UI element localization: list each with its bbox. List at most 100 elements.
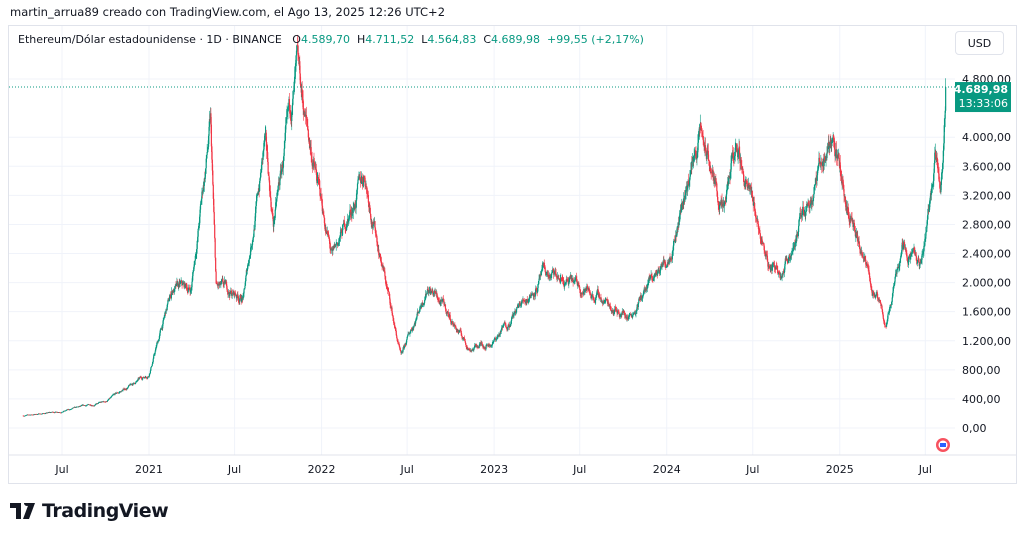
candle-body [528,294,531,299]
candle-body [774,269,777,270]
candle-body [192,270,195,273]
candle-body [268,180,271,191]
candle-body [579,286,581,290]
candle-body [845,206,847,211]
candle-body [533,293,535,296]
candle-body [318,179,320,181]
candle-body [707,150,709,160]
candle-body [107,399,109,401]
candle-body [887,314,889,319]
candle-body [158,339,160,341]
candle-body [923,245,925,252]
candle-body [779,273,781,276]
y-tick-label: 1.200,00 [962,335,1011,348]
candle-body [708,159,710,161]
candle-body [215,257,217,272]
candle-body [485,346,487,349]
candle-body [597,289,599,293]
candle-body [207,135,210,147]
candle-body [882,312,884,315]
candle-body [940,177,943,185]
candle-body [416,317,418,320]
candle-body [94,404,96,406]
candle-body [896,270,898,274]
candle-body [478,346,480,348]
candle-body [454,325,456,327]
candle-body [828,144,830,148]
candle-body [793,245,795,248]
close-value: 4.689,98 [491,33,541,46]
candle-body [512,315,515,317]
symbol-name[interactable]: Ethereum/Dólar estadounidense · 1D · BIN… [18,33,282,46]
candle-body [797,231,799,237]
candle-body [276,198,278,203]
candle-body [269,191,272,199]
candle-body [792,248,794,251]
candle-body [267,152,269,162]
candle-body [537,280,540,285]
candle-body [166,307,168,310]
candle-body [385,284,387,286]
candle-body [736,144,738,149]
candle-body [553,270,555,275]
candle-body [37,413,39,415]
candle-body [907,260,909,264]
candle-body [97,402,100,404]
candle-body [158,336,160,340]
candle-body [331,248,333,251]
tradingview-logo[interactable]: TradingView [10,500,169,522]
candle-body [829,145,831,148]
currency-button[interactable]: USD [955,31,1004,55]
candle-body [745,183,747,185]
candle-body [791,251,793,255]
candle-body [234,292,236,294]
candle-body [436,293,438,297]
candle-body [110,397,112,399]
candle-body [691,158,693,167]
candle-body [66,410,68,411]
candle-body [201,191,203,199]
candle-body [460,332,463,337]
candle-body [106,400,108,402]
x-tick-label: Jul [745,463,759,476]
economic-event-flag-icon[interactable] [936,438,950,452]
candle-body [155,348,157,352]
candle-body [392,315,394,318]
candle-body [338,241,340,244]
candle-body [534,292,536,297]
candle-body [925,232,927,239]
candle-body [149,373,151,374]
candle-body [327,234,329,235]
candle-body [213,211,215,225]
candle-body [801,209,804,216]
candle-body [878,298,880,300]
candle-body [504,323,507,325]
candle-body [734,156,736,158]
candle-body [206,152,208,155]
candle-body [347,218,350,223]
candle-body [155,344,158,348]
candle-body [274,217,276,220]
candle-body [746,185,749,189]
candle-body [351,212,353,216]
candle-body [455,328,457,330]
candle-body [735,144,737,148]
candle-body [168,298,170,301]
candle-body [753,203,755,206]
candle-body [495,339,497,340]
candle-body [194,260,196,262]
candle-body [256,193,258,195]
candle-body [833,135,835,140]
candle-body [208,126,210,136]
candle-body [303,110,306,117]
candle-body [358,174,360,179]
candle-body [150,367,152,371]
candle-body [352,207,354,213]
candle-body [889,308,891,310]
candle-body [450,321,452,324]
x-tick-label: Jul [227,463,241,476]
candle-body [220,282,222,285]
candle-body [742,168,744,174]
candle-body [792,247,795,249]
